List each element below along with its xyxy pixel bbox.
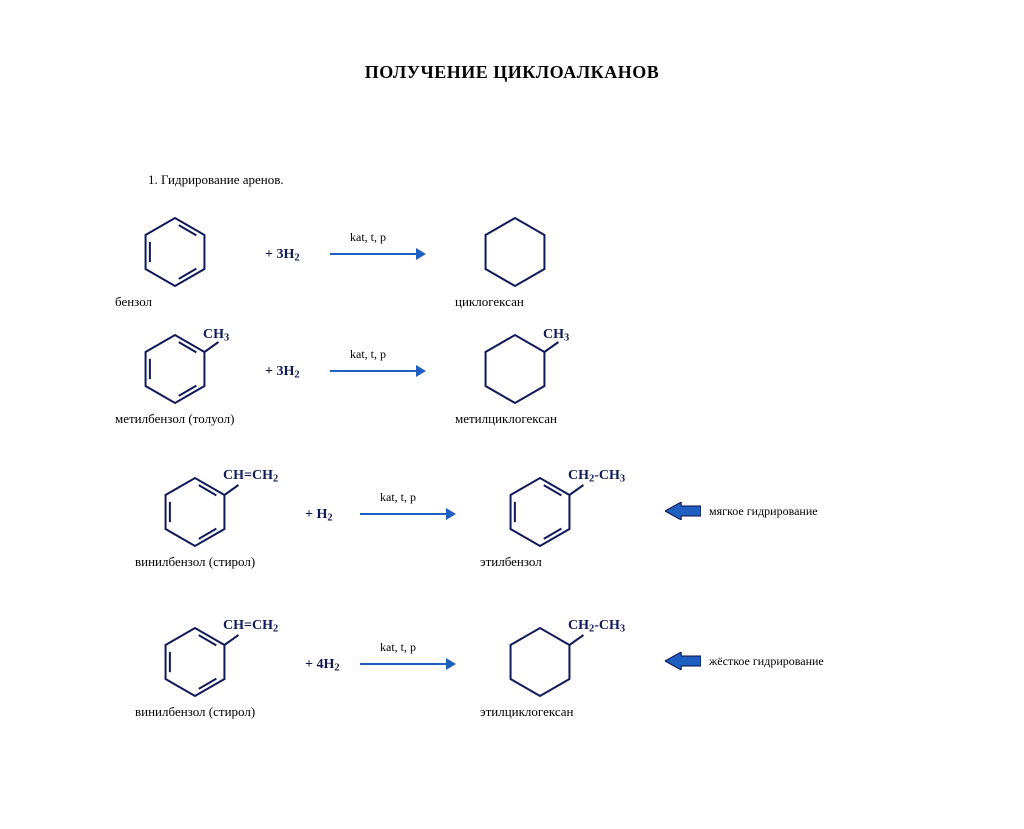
reactant-label: винилбензол (стирол): [135, 704, 295, 720]
product-substituent: CH2-CH3: [568, 618, 625, 635]
reaction-conditions: kat, t, p: [350, 230, 386, 245]
hydrogen-term: + 3H2: [265, 364, 300, 381]
reaction-conditions: kat, t, p: [380, 490, 416, 505]
reactant-label: винилбензол (стирол): [135, 554, 295, 570]
hydrogen-term: + H2: [305, 507, 333, 524]
reactant-label: бензол: [115, 294, 275, 310]
product-label: циклогексан: [455, 294, 615, 310]
product-label: этилциклогексан: [480, 704, 640, 720]
product-substituent: CH3: [543, 327, 569, 344]
product-label: метилциклогексан: [455, 411, 615, 427]
reaction-conditions: kat, t, p: [350, 347, 386, 362]
reactant-substituent: CH=CH2: [223, 468, 278, 485]
note-arrow-icon: [665, 652, 701, 675]
page-title: ПОЛУЧЕНИЕ ЦИКЛОАЛКАНОВ: [0, 62, 1024, 83]
reaction-arrow: [360, 656, 456, 677]
reactant-label: метилбензол (толуол): [115, 411, 275, 427]
note-arrow-icon: [665, 502, 701, 525]
reaction-arrow: [330, 363, 426, 384]
product-label: этилбензол: [480, 554, 640, 570]
reaction-arrow: [360, 506, 456, 527]
hydrogen-term: + 4H2: [305, 657, 340, 674]
reaction-arrow: [330, 246, 426, 267]
reactant-substituent: CH=CH2: [223, 618, 278, 635]
section-heading: 1. Гидрирование аренов.: [148, 172, 284, 188]
hydrogen-term: + 3H2: [265, 247, 300, 264]
reactant-substituent: CH3: [203, 327, 229, 344]
reaction-conditions: kat, t, p: [380, 640, 416, 655]
hydrogenation-note: мягкое гидрирование: [709, 504, 818, 519]
product-substituent: CH2-CH3: [568, 468, 625, 485]
hydrogenation-note: жёсткое гидрирование: [709, 654, 824, 669]
